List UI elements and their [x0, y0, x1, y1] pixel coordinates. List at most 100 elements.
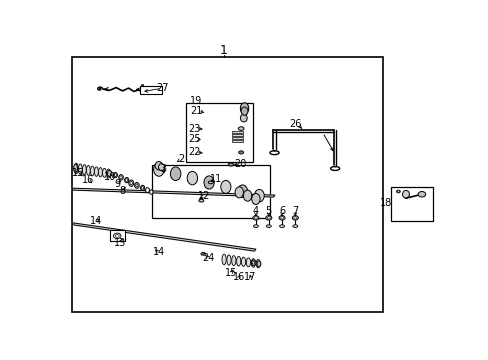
Ellipse shape: [402, 190, 408, 198]
Text: 20: 20: [234, 159, 246, 169]
Ellipse shape: [226, 255, 230, 265]
Ellipse shape: [187, 171, 197, 185]
Ellipse shape: [74, 163, 78, 174]
Ellipse shape: [251, 259, 255, 267]
Text: 16: 16: [82, 175, 94, 185]
Ellipse shape: [243, 190, 251, 201]
Text: 8: 8: [119, 186, 125, 196]
Ellipse shape: [240, 152, 242, 153]
Ellipse shape: [222, 254, 226, 265]
Ellipse shape: [254, 189, 264, 202]
Text: 15: 15: [224, 268, 237, 278]
Ellipse shape: [293, 217, 296, 219]
Text: 4: 4: [252, 207, 259, 216]
Bar: [231, 131, 243, 133]
Ellipse shape: [102, 168, 106, 177]
Ellipse shape: [292, 216, 298, 220]
Text: 25: 25: [188, 134, 201, 144]
Ellipse shape: [130, 181, 132, 185]
Ellipse shape: [199, 199, 203, 202]
Bar: [186, 103, 252, 162]
Ellipse shape: [82, 165, 86, 175]
Ellipse shape: [292, 225, 297, 228]
Bar: [231, 134, 243, 136]
Text: 27: 27: [156, 83, 168, 93]
Text: 11: 11: [209, 174, 222, 184]
Ellipse shape: [202, 253, 204, 255]
Text: 9: 9: [114, 179, 120, 189]
Polygon shape: [72, 188, 274, 197]
Ellipse shape: [252, 216, 259, 220]
Ellipse shape: [228, 163, 233, 166]
Ellipse shape: [235, 187, 243, 198]
Text: 2: 2: [178, 154, 184, 164]
Ellipse shape: [107, 170, 112, 176]
Ellipse shape: [240, 103, 248, 114]
Circle shape: [113, 233, 121, 239]
Ellipse shape: [257, 261, 260, 267]
Text: 19: 19: [190, 96, 202, 105]
Bar: [231, 140, 243, 143]
Ellipse shape: [251, 193, 260, 204]
Ellipse shape: [236, 256, 240, 266]
Ellipse shape: [134, 183, 139, 188]
Text: 16: 16: [233, 272, 245, 282]
Ellipse shape: [128, 180, 133, 186]
Text: 14: 14: [90, 216, 102, 226]
Ellipse shape: [241, 107, 247, 115]
Ellipse shape: [86, 165, 90, 175]
Bar: [152, 165, 269, 218]
Ellipse shape: [153, 162, 164, 176]
Ellipse shape: [74, 164, 77, 172]
Ellipse shape: [253, 225, 258, 228]
Ellipse shape: [256, 260, 260, 268]
Ellipse shape: [267, 217, 270, 219]
Ellipse shape: [125, 179, 127, 181]
Bar: [109, 230, 124, 242]
Text: 5: 5: [265, 207, 271, 216]
Ellipse shape: [221, 180, 230, 193]
Bar: [140, 86, 162, 94]
Text: 26: 26: [288, 118, 301, 129]
Ellipse shape: [155, 162, 163, 170]
Ellipse shape: [231, 256, 235, 266]
Bar: [231, 137, 243, 139]
Ellipse shape: [114, 174, 116, 177]
Polygon shape: [72, 223, 255, 251]
Ellipse shape: [149, 190, 153, 194]
Ellipse shape: [136, 184, 138, 187]
Circle shape: [115, 234, 119, 237]
Ellipse shape: [229, 164, 232, 165]
Ellipse shape: [238, 151, 243, 154]
Ellipse shape: [241, 257, 245, 266]
Text: 21: 21: [190, 105, 203, 116]
Ellipse shape: [141, 186, 143, 189]
Ellipse shape: [120, 176, 122, 179]
Text: 1: 1: [220, 44, 227, 57]
Ellipse shape: [246, 258, 250, 267]
Ellipse shape: [237, 185, 247, 198]
Text: 18: 18: [379, 198, 391, 208]
Ellipse shape: [99, 168, 102, 177]
Text: 14: 14: [152, 247, 164, 257]
Text: 13: 13: [114, 238, 126, 248]
Text: 12: 12: [198, 191, 210, 201]
Text: 3: 3: [160, 164, 166, 174]
Text: 6: 6: [279, 207, 285, 216]
Circle shape: [417, 192, 425, 197]
Bar: [72, 57, 383, 312]
Ellipse shape: [397, 191, 399, 192]
Ellipse shape: [208, 181, 213, 184]
Text: 10: 10: [104, 172, 116, 183]
Text: 24: 24: [202, 253, 214, 263]
Ellipse shape: [251, 260, 255, 266]
Ellipse shape: [252, 261, 254, 264]
Text: 22: 22: [188, 147, 201, 157]
Ellipse shape: [279, 216, 285, 220]
Ellipse shape: [106, 169, 110, 178]
Ellipse shape: [266, 225, 271, 228]
Ellipse shape: [254, 217, 257, 219]
Ellipse shape: [145, 188, 149, 193]
Ellipse shape: [201, 252, 205, 255]
Ellipse shape: [113, 172, 117, 178]
